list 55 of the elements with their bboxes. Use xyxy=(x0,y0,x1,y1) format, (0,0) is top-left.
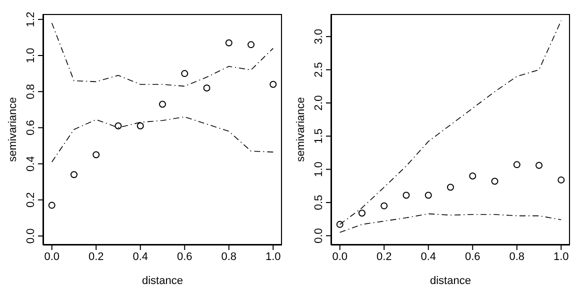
point xyxy=(225,39,232,46)
y-tick-label: 1.0 xyxy=(313,162,325,177)
y-tick-label: 0.0 xyxy=(313,228,325,244)
x-tick-label: 0.8 xyxy=(221,250,237,263)
line-series xyxy=(51,116,274,162)
point xyxy=(114,122,122,130)
point xyxy=(558,176,565,184)
x-axis-title: distance xyxy=(142,275,183,287)
y-tick-label: 0.8 xyxy=(25,84,37,100)
y-tick-label: 1.2 xyxy=(25,12,37,28)
x-axis-title: distance xyxy=(430,275,471,287)
x-tick-label: 0.0 xyxy=(332,250,348,263)
point xyxy=(491,178,498,185)
point xyxy=(447,184,454,191)
point xyxy=(136,122,144,130)
point xyxy=(270,80,277,88)
y-tick-label: 0.5 xyxy=(313,194,325,210)
point xyxy=(380,202,388,210)
x-tick-label: 1.0 xyxy=(266,250,281,263)
point xyxy=(402,192,410,199)
point xyxy=(469,172,476,180)
point xyxy=(424,192,432,199)
y-tick-label: 1.5 xyxy=(313,128,325,144)
point xyxy=(248,41,255,48)
x-tick-label: 0.8 xyxy=(509,250,525,263)
x-tick-label: 0.4 xyxy=(132,250,148,263)
x-tick-label: 0.6 xyxy=(176,250,192,263)
point xyxy=(513,161,520,168)
y-tick-label: 3.0 xyxy=(313,28,325,44)
point xyxy=(48,202,56,209)
point xyxy=(358,210,366,217)
x-tick-label: 0.2 xyxy=(376,250,392,263)
y-tick-label: 1.0 xyxy=(25,48,37,64)
point xyxy=(336,220,344,228)
point xyxy=(181,70,188,78)
y-axis-title: semivariance xyxy=(6,97,19,162)
y-tick-label: 2.5 xyxy=(313,62,325,78)
y-tick-label: 2.0 xyxy=(313,95,325,111)
y-tick-label: 0.4 xyxy=(25,156,37,172)
line-series xyxy=(51,22,274,87)
point xyxy=(70,171,78,178)
x-tick-label: 0.0 xyxy=(44,250,60,263)
point xyxy=(536,162,543,169)
x-tick-label: 0.4 xyxy=(420,250,436,263)
y-axis-title: semivariance xyxy=(294,97,307,162)
y-tick-label: 0.0 xyxy=(25,228,37,244)
x-tick-label: 1.0 xyxy=(554,250,569,263)
point xyxy=(92,151,100,158)
line-series xyxy=(339,213,562,233)
y-tick-label: 0.6 xyxy=(25,120,37,136)
y-tick-label: 0.2 xyxy=(25,192,37,208)
x-tick-label: 0.6 xyxy=(464,250,480,263)
point xyxy=(203,84,210,92)
x-tick-label: 0.2 xyxy=(88,250,104,263)
point xyxy=(159,100,166,108)
